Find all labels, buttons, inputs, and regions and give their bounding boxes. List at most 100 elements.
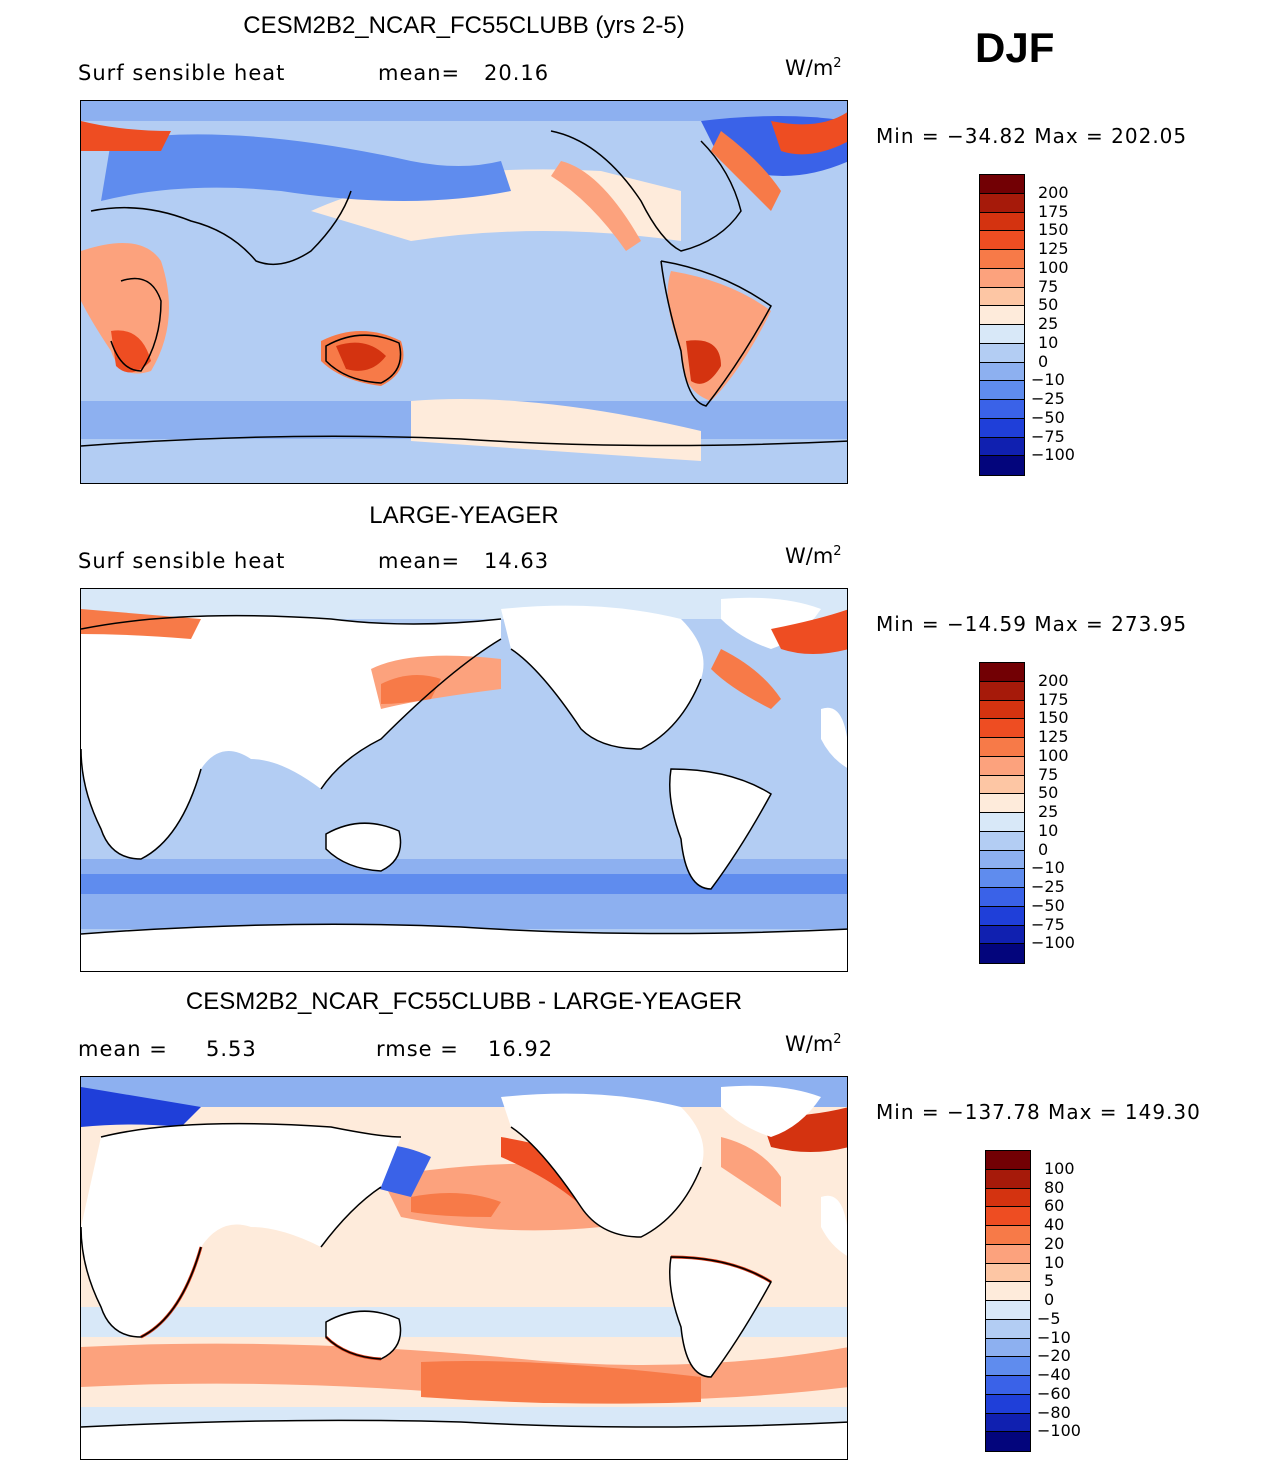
colorbar-swatch: [980, 400, 1024, 419]
colorbar-tick-label: 175: [1038, 201, 1069, 221]
colorbar-swatch: [980, 888, 1024, 907]
colorbar-swatch: [986, 1301, 1030, 1320]
rmse-label: rmse =: [376, 1037, 459, 1061]
colorbar-swatch: [980, 325, 1024, 344]
colorbar-tick-label: −100: [1031, 933, 1075, 953]
colorbar-swatch: [986, 1151, 1030, 1170]
colorbar-tick-label: −50: [1031, 407, 1065, 427]
mean-label: mean =: [78, 1037, 168, 1061]
colorbar-swatch: [980, 831, 1024, 851]
colorbar-tick-label: 10: [1038, 332, 1059, 352]
field-label: Surf sensible heat: [78, 549, 286, 573]
colorbar-swatch: [980, 944, 1024, 963]
colorbar-swatch: [980, 287, 1024, 307]
colorbar-tick-label: 5: [1044, 1271, 1055, 1291]
colorbar-tick-label: −60: [1037, 1383, 1071, 1403]
season-label: DJF: [975, 24, 1055, 71]
mean-value: 14.63: [484, 549, 550, 573]
colorbar-swatch: [986, 1338, 1030, 1358]
colorbar-tick-label: 150: [1038, 708, 1069, 728]
colorbar-tick-label: −80: [1037, 1402, 1071, 1422]
colorbar-swatch: [980, 719, 1024, 738]
colorbar-swatch: [986, 1376, 1030, 1395]
colorbar-tick-label: 10: [1044, 1252, 1065, 1272]
mean-value: 20.16: [484, 61, 550, 85]
colorbar-swatch: [980, 343, 1024, 363]
colorbar-swatch: [980, 437, 1024, 457]
colorbar-swatch: [980, 906, 1024, 926]
colorbar-tick-label: −40: [1037, 1365, 1071, 1384]
map-obs: [80, 588, 848, 972]
colorbar-swatch: [980, 175, 1024, 194]
panel-title: CESM2B2_NCAR_FC55CLUBB - LARGE-YEAGER: [185, 988, 743, 1015]
colorbar-swatch: [980, 663, 1024, 682]
colorbar-tick-label: 0: [1038, 839, 1049, 859]
colorbar-tick-label: 80: [1044, 1177, 1065, 1197]
colorbar-swatch: [986, 1357, 1030, 1376]
colorbar-swatch: [986, 1263, 1030, 1283]
rmse-value: 16.92: [488, 1037, 554, 1061]
mean-value: 5.53: [206, 1037, 257, 1061]
field-label: Surf sensible heat: [78, 61, 286, 85]
colorbar-tick-label: −10: [1031, 370, 1065, 390]
colorbar-swatch: [980, 362, 1024, 382]
colorbar-swatch: [986, 1282, 1030, 1301]
mean-label: mean=: [378, 549, 461, 573]
colorbar-tick-label: 200: [1038, 670, 1069, 690]
colorbar-swatch: [986, 1413, 1030, 1433]
colorbar-swatch: [980, 813, 1024, 832]
colorbar-tick-label: 0: [1038, 351, 1049, 371]
colorbar-swatch: [980, 456, 1024, 475]
colorbar-tick-label: 20: [1044, 1233, 1065, 1253]
colorbar-swatch: [980, 925, 1024, 945]
colorbar-swatch: [980, 850, 1024, 870]
colorbar-swatch: [980, 756, 1024, 776]
colorbar-tick-label: 50: [1038, 295, 1059, 315]
colorbar-tick-label: 0: [1044, 1290, 1055, 1309]
mean-label: mean=: [378, 61, 461, 85]
panel-title: CESM2B2_NCAR_FC55CLUBB (yrs 2-5): [243, 12, 685, 39]
colorbar: [979, 174, 1025, 476]
colorbar-swatch: [980, 794, 1024, 813]
minmax-label: Min = −137.78 Max = 149.30: [876, 1100, 1201, 1124]
colorbar-tick-label: 60: [1044, 1196, 1065, 1216]
colorbar-tick-label: −10: [1037, 1327, 1071, 1347]
colorbar-swatch: [986, 1244, 1030, 1264]
colorbar-swatch: [980, 700, 1024, 720]
colorbar-tick-label: 100: [1038, 257, 1069, 277]
colorbar-tick-label: 175: [1038, 689, 1069, 709]
colorbar-tick-label: 75: [1038, 764, 1059, 784]
colorbar-tick-label: 100: [1038, 745, 1069, 765]
colorbar-swatch: [980, 250, 1024, 269]
panel-title: LARGE-YEAGER: [369, 502, 559, 529]
map-diff-field: [81, 1077, 847, 1459]
colorbar-swatch: [980, 306, 1024, 325]
units-label: W/m2: [785, 56, 842, 80]
map-model: [80, 100, 848, 484]
colorbar-tick-label: −75: [1031, 914, 1065, 934]
colorbar-swatch: [980, 231, 1024, 250]
colorbar: [979, 662, 1025, 964]
colorbar-tick-label: −10: [1031, 858, 1065, 878]
colorbar-swatch: [980, 775, 1024, 795]
colorbar-tick-label: 10: [1038, 820, 1059, 840]
colorbar-tick-label: 40: [1044, 1215, 1065, 1234]
colorbar-tick-label: 50: [1038, 783, 1059, 803]
minmax-label: Min = −34.82 Max = 202.05: [876, 124, 1188, 148]
colorbar-swatch: [980, 268, 1024, 288]
colorbar-tick-label: −100: [1037, 1421, 1081, 1441]
map-obs-field: [81, 589, 847, 971]
colorbar-tick-label: −5: [1037, 1308, 1061, 1328]
colorbar-tick-label: 75: [1038, 276, 1059, 296]
colorbar-tick-label: −75: [1031, 426, 1065, 446]
colorbar-swatch: [980, 869, 1024, 888]
colorbar: [985, 1150, 1031, 1452]
colorbar-swatch: [986, 1394, 1030, 1414]
colorbar-swatch: [986, 1169, 1030, 1189]
colorbar-swatch: [986, 1207, 1030, 1226]
colorbar-tick-label: 125: [1038, 239, 1069, 258]
map-diff: [80, 1076, 848, 1460]
colorbar-swatch: [980, 381, 1024, 400]
colorbar-tick-label: 125: [1038, 727, 1069, 746]
colorbar-swatch: [980, 418, 1024, 438]
